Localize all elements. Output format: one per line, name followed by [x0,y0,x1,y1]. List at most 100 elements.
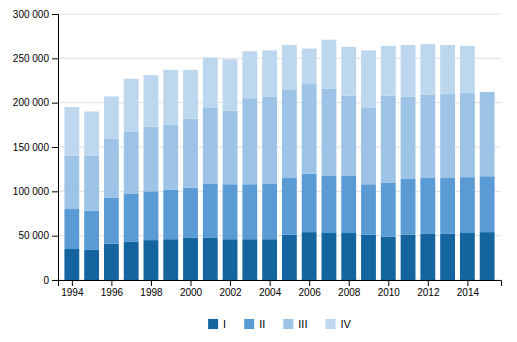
bar [104,244,119,280]
bar [183,188,198,238]
series [64,40,474,156]
bar [282,235,297,280]
bar [144,127,159,192]
bar [84,112,99,156]
tick-mark [52,103,58,104]
tick: 2014 [457,280,480,298]
bar [341,175,356,233]
tick: 2004 [259,280,282,298]
bar [480,92,495,176]
tick-mark [52,236,58,237]
bar [144,240,159,280]
tick: 2000 [180,280,203,298]
bar [124,194,139,242]
tick-label: 1998 [140,287,163,298]
legend-item: III [283,318,307,330]
bar [440,45,455,94]
bar [341,233,356,280]
bar [420,95,435,178]
tick: 2010 [378,280,401,298]
tick-label: 300 000 [13,9,50,20]
tick-label: 2014 [457,287,480,298]
bar [361,184,376,235]
tick: 2008 [338,280,361,298]
bar [124,242,139,280]
bar [183,237,198,280]
bar [203,108,218,183]
tick: 1996 [101,280,124,298]
x-axis: 1994 1996 1998 2000 2002 2004 2006 2008 2010 2012… [59,280,502,298]
tick-mark [467,280,468,286]
bar [203,237,218,280]
legend: IIIIIIIV [208,318,351,330]
bar [64,209,79,249]
tick-label: 2012 [417,287,440,298]
bar [381,182,396,236]
tick-label: 2004 [259,287,282,298]
tick: 150 000 [13,142,58,153]
tick: 2012 [417,280,440,298]
tick: 1994 [61,280,84,298]
tick: 50 000 [18,230,58,241]
tick-mark [52,14,58,15]
bar [341,96,356,176]
tick-mark [52,58,58,59]
bar [262,183,277,239]
bar [381,46,396,96]
bar [144,191,159,240]
bar [341,47,356,96]
tick: 250 000 [13,53,58,64]
legend-swatch [208,319,218,329]
tick: 2002 [219,280,242,298]
axis-line [59,281,502,287]
bar [480,232,495,280]
legend-swatch [283,319,293,329]
bar [401,235,416,280]
bar [381,96,396,183]
bar [401,96,416,178]
tick: 0 [43,275,58,286]
bar [361,50,376,108]
bar [282,178,297,235]
bar [460,233,475,280]
bar [203,183,218,237]
bar [242,51,257,98]
bar [163,190,178,240]
bar [322,175,337,233]
bar [163,239,178,280]
bar [104,139,119,198]
bar [223,184,238,239]
chart: 1994 1996 1998 2000 2002 2004 2006 2008 2010 2012… [0,0,517,342]
bar [223,239,238,280]
bar [322,40,337,89]
bar [84,211,99,250]
tick: 2006 [299,280,322,298]
bar [282,89,297,178]
y-axis: 050 000100 000150 000200 000250 000300 0… [13,9,59,286]
legend-label: I [223,318,226,330]
tick-label: 2010 [378,287,401,298]
bar [401,179,416,235]
tick-mark [270,280,271,286]
bar [163,125,178,190]
bar [104,96,119,139]
legend-swatch [325,319,335,329]
tick-mark [72,280,73,286]
bar [302,49,317,84]
tick-mark [428,280,429,286]
bar [242,239,257,280]
bar [282,45,297,89]
bar [183,119,198,188]
bar [460,177,475,233]
plot: 1994 1996 1998 2000 2002 2004 2006 2008 2010 2012… [13,9,502,298]
bar [262,239,277,280]
grid [58,14,501,280]
grid-line [58,14,501,15]
bar [242,184,257,239]
tick-mark [111,280,112,286]
bar [183,70,198,119]
bar [223,111,238,185]
bar [440,94,455,178]
bar [84,156,99,211]
bar [420,234,435,280]
